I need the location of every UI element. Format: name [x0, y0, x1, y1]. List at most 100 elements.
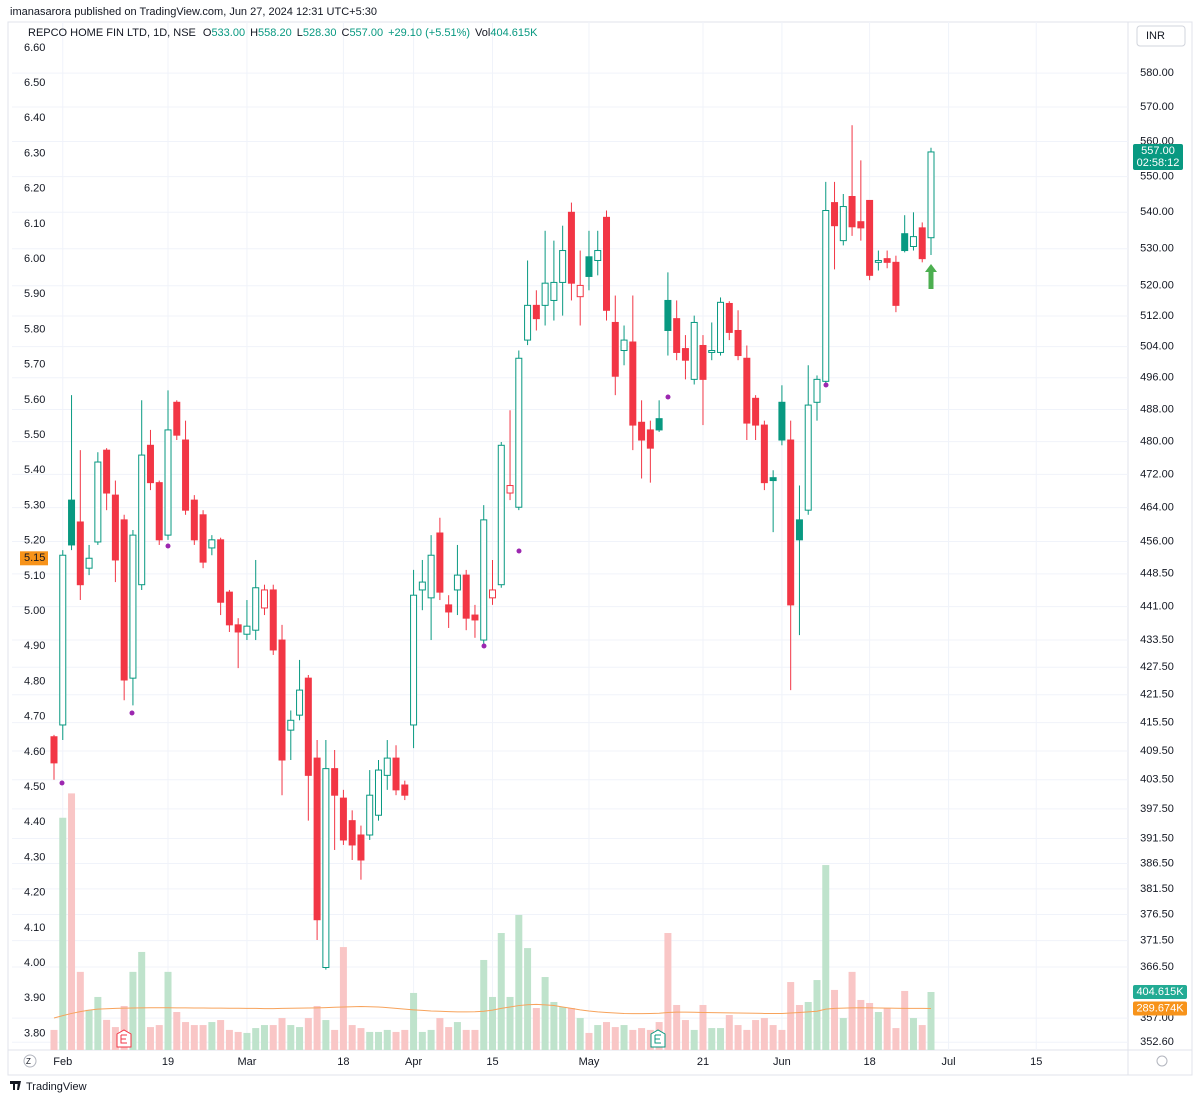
volume-bar	[524, 948, 532, 1050]
timezone-icon: Z	[26, 1057, 31, 1066]
candle-body	[357, 834, 365, 861]
volume-bar	[217, 1020, 225, 1050]
volume-bar	[839, 1018, 847, 1050]
y-tick-label: 352.60	[1140, 1036, 1174, 1048]
field-value: 533.00	[211, 27, 245, 39]
volume-bar	[848, 971, 856, 1050]
candle-body	[252, 587, 260, 631]
volume-bar	[813, 980, 821, 1050]
volume-bar	[778, 1029, 786, 1050]
candle-body	[646, 429, 654, 449]
symbol: REPCO HOME FIN LTD, 1D, NSE	[28, 27, 196, 39]
volume-bar	[208, 1022, 216, 1050]
candle-body	[103, 449, 111, 494]
candle-body	[673, 318, 681, 353]
candle-body	[331, 768, 339, 796]
candle-body	[620, 339, 628, 352]
earnings-marker[interactable]	[116, 1029, 132, 1048]
candle-body	[629, 341, 637, 426]
timezone-button[interactable]	[23, 1054, 37, 1068]
candle-body	[594, 250, 602, 261]
volume-bar	[331, 1029, 339, 1050]
publisher-line: imanasarora published on TradingView.com…	[10, 6, 377, 18]
signal-dot	[129, 710, 135, 716]
candle-body	[804, 404, 812, 511]
last-price-box	[1133, 143, 1183, 170]
candle-body	[866, 199, 874, 276]
candle-body	[559, 250, 567, 283]
candle-body	[182, 439, 190, 511]
volume-bar	[164, 971, 172, 1050]
candle-body	[909, 236, 917, 247]
y-tick-label: 488.00	[1140, 403, 1174, 415]
candle-body	[94, 461, 102, 543]
volume-bar	[190, 1025, 198, 1050]
y2-marker-box	[20, 551, 48, 566]
volume-bar	[725, 1015, 733, 1050]
candle-body	[313, 757, 321, 921]
volume-bar	[322, 1020, 330, 1050]
candle-body	[146, 444, 154, 484]
volume-last-label: 404.615K	[1136, 986, 1184, 998]
x-tick-label: Jun	[773, 1056, 791, 1068]
candle-body	[769, 477, 777, 482]
countdown: 02:58:12	[1137, 157, 1180, 169]
volume-ma-line	[53, 1003, 932, 1019]
candle-body	[717, 301, 725, 353]
volume-bar	[541, 977, 549, 1050]
y-tick-label: 381.50	[1140, 883, 1174, 895]
volume-bar	[866, 1002, 874, 1050]
volume-bar	[103, 1019, 111, 1050]
earnings-marker[interactable]	[650, 1029, 666, 1048]
volume-bar	[489, 996, 496, 1050]
volume-bar	[620, 1025, 628, 1050]
candle-body	[874, 259, 882, 263]
volume-bar	[787, 982, 795, 1050]
settings-button[interactable]	[1156, 1055, 1168, 1067]
volume-bar	[769, 1025, 777, 1050]
volume-bar	[436, 1018, 444, 1050]
y-tick-label: 496.00	[1140, 372, 1174, 384]
x-tick-label: Mar	[237, 1056, 256, 1068]
currency-box[interactable]	[1136, 25, 1186, 47]
volume-bar	[760, 1018, 768, 1050]
candle-body	[173, 401, 181, 436]
volume-bar	[909, 1018, 917, 1050]
volume-bar	[857, 999, 865, 1050]
volume-bar	[638, 1028, 646, 1050]
y2-tick-label: 6.50	[24, 77, 45, 89]
volume-bar	[182, 1022, 190, 1050]
candle-body	[366, 794, 374, 836]
volume-bar	[515, 914, 523, 1050]
candle-body	[848, 196, 856, 228]
y2-tick-label: 3.80	[24, 1027, 45, 1039]
x-tick-label: 18	[863, 1056, 875, 1068]
volume-bar	[445, 1027, 453, 1050]
y2-tick-label: 4.40	[24, 816, 45, 828]
y-tick-label: 403.50	[1140, 774, 1174, 786]
candle-body	[234, 624, 242, 633]
candle-body	[401, 784, 409, 796]
candle-body	[436, 532, 444, 593]
candle-body	[111, 494, 119, 561]
volume-bar	[287, 1025, 295, 1050]
volume-bar	[550, 1001, 558, 1050]
candle-body	[734, 329, 742, 357]
y-tick-label: 480.00	[1140, 436, 1174, 448]
y2-tick-label: 3.90	[24, 992, 45, 1004]
y-tick-label: 464.00	[1140, 502, 1174, 514]
y-tick-label: 448.50	[1140, 568, 1174, 580]
candle-body	[892, 261, 900, 306]
volume-ma-last-box	[1133, 1001, 1187, 1016]
candle-body	[752, 397, 760, 426]
volume-bar	[313, 1005, 321, 1050]
volume-bar	[559, 1006, 567, 1050]
candle-body	[322, 768, 330, 968]
volume-bar	[278, 1018, 286, 1050]
candle-body	[453, 574, 461, 591]
last-price-label: 557.00	[1141, 145, 1175, 157]
candle-body	[787, 439, 795, 606]
y2-tick-label: 5.00	[24, 605, 45, 617]
volume-bar	[410, 992, 418, 1050]
